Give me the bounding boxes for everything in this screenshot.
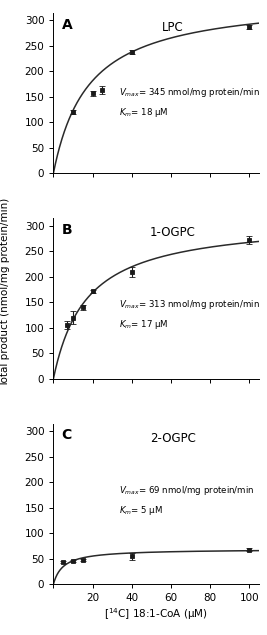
Text: $V_{max}$= 313 nmol/mg protein/min
$K_m$= 17 μM: $V_{max}$= 313 nmol/mg protein/min $K_m$… — [119, 298, 260, 331]
Text: $V_{max}$= 69 nmol/mg protein/min
$K_m$= 5 μM: $V_{max}$= 69 nmol/mg protein/min $K_m$=… — [119, 485, 254, 517]
Text: Total product (nmol/mg protein/min): Total product (nmol/mg protein/min) — [0, 197, 10, 387]
Text: A: A — [62, 18, 72, 32]
Text: 2-OGPC: 2-OGPC — [150, 432, 196, 444]
Text: 1-OGPC: 1-OGPC — [150, 226, 196, 239]
Text: $V_{max}$= 345 nmol/mg protein/min
$K_m$= 18 μM: $V_{max}$= 345 nmol/mg protein/min $K_m$… — [119, 86, 260, 119]
Text: C: C — [62, 429, 72, 443]
X-axis label: [$^{14}$C] 18:1-CoA (μM): [$^{14}$C] 18:1-CoA (μM) — [104, 606, 208, 622]
Text: LPC: LPC — [162, 21, 183, 34]
Text: B: B — [62, 223, 72, 237]
